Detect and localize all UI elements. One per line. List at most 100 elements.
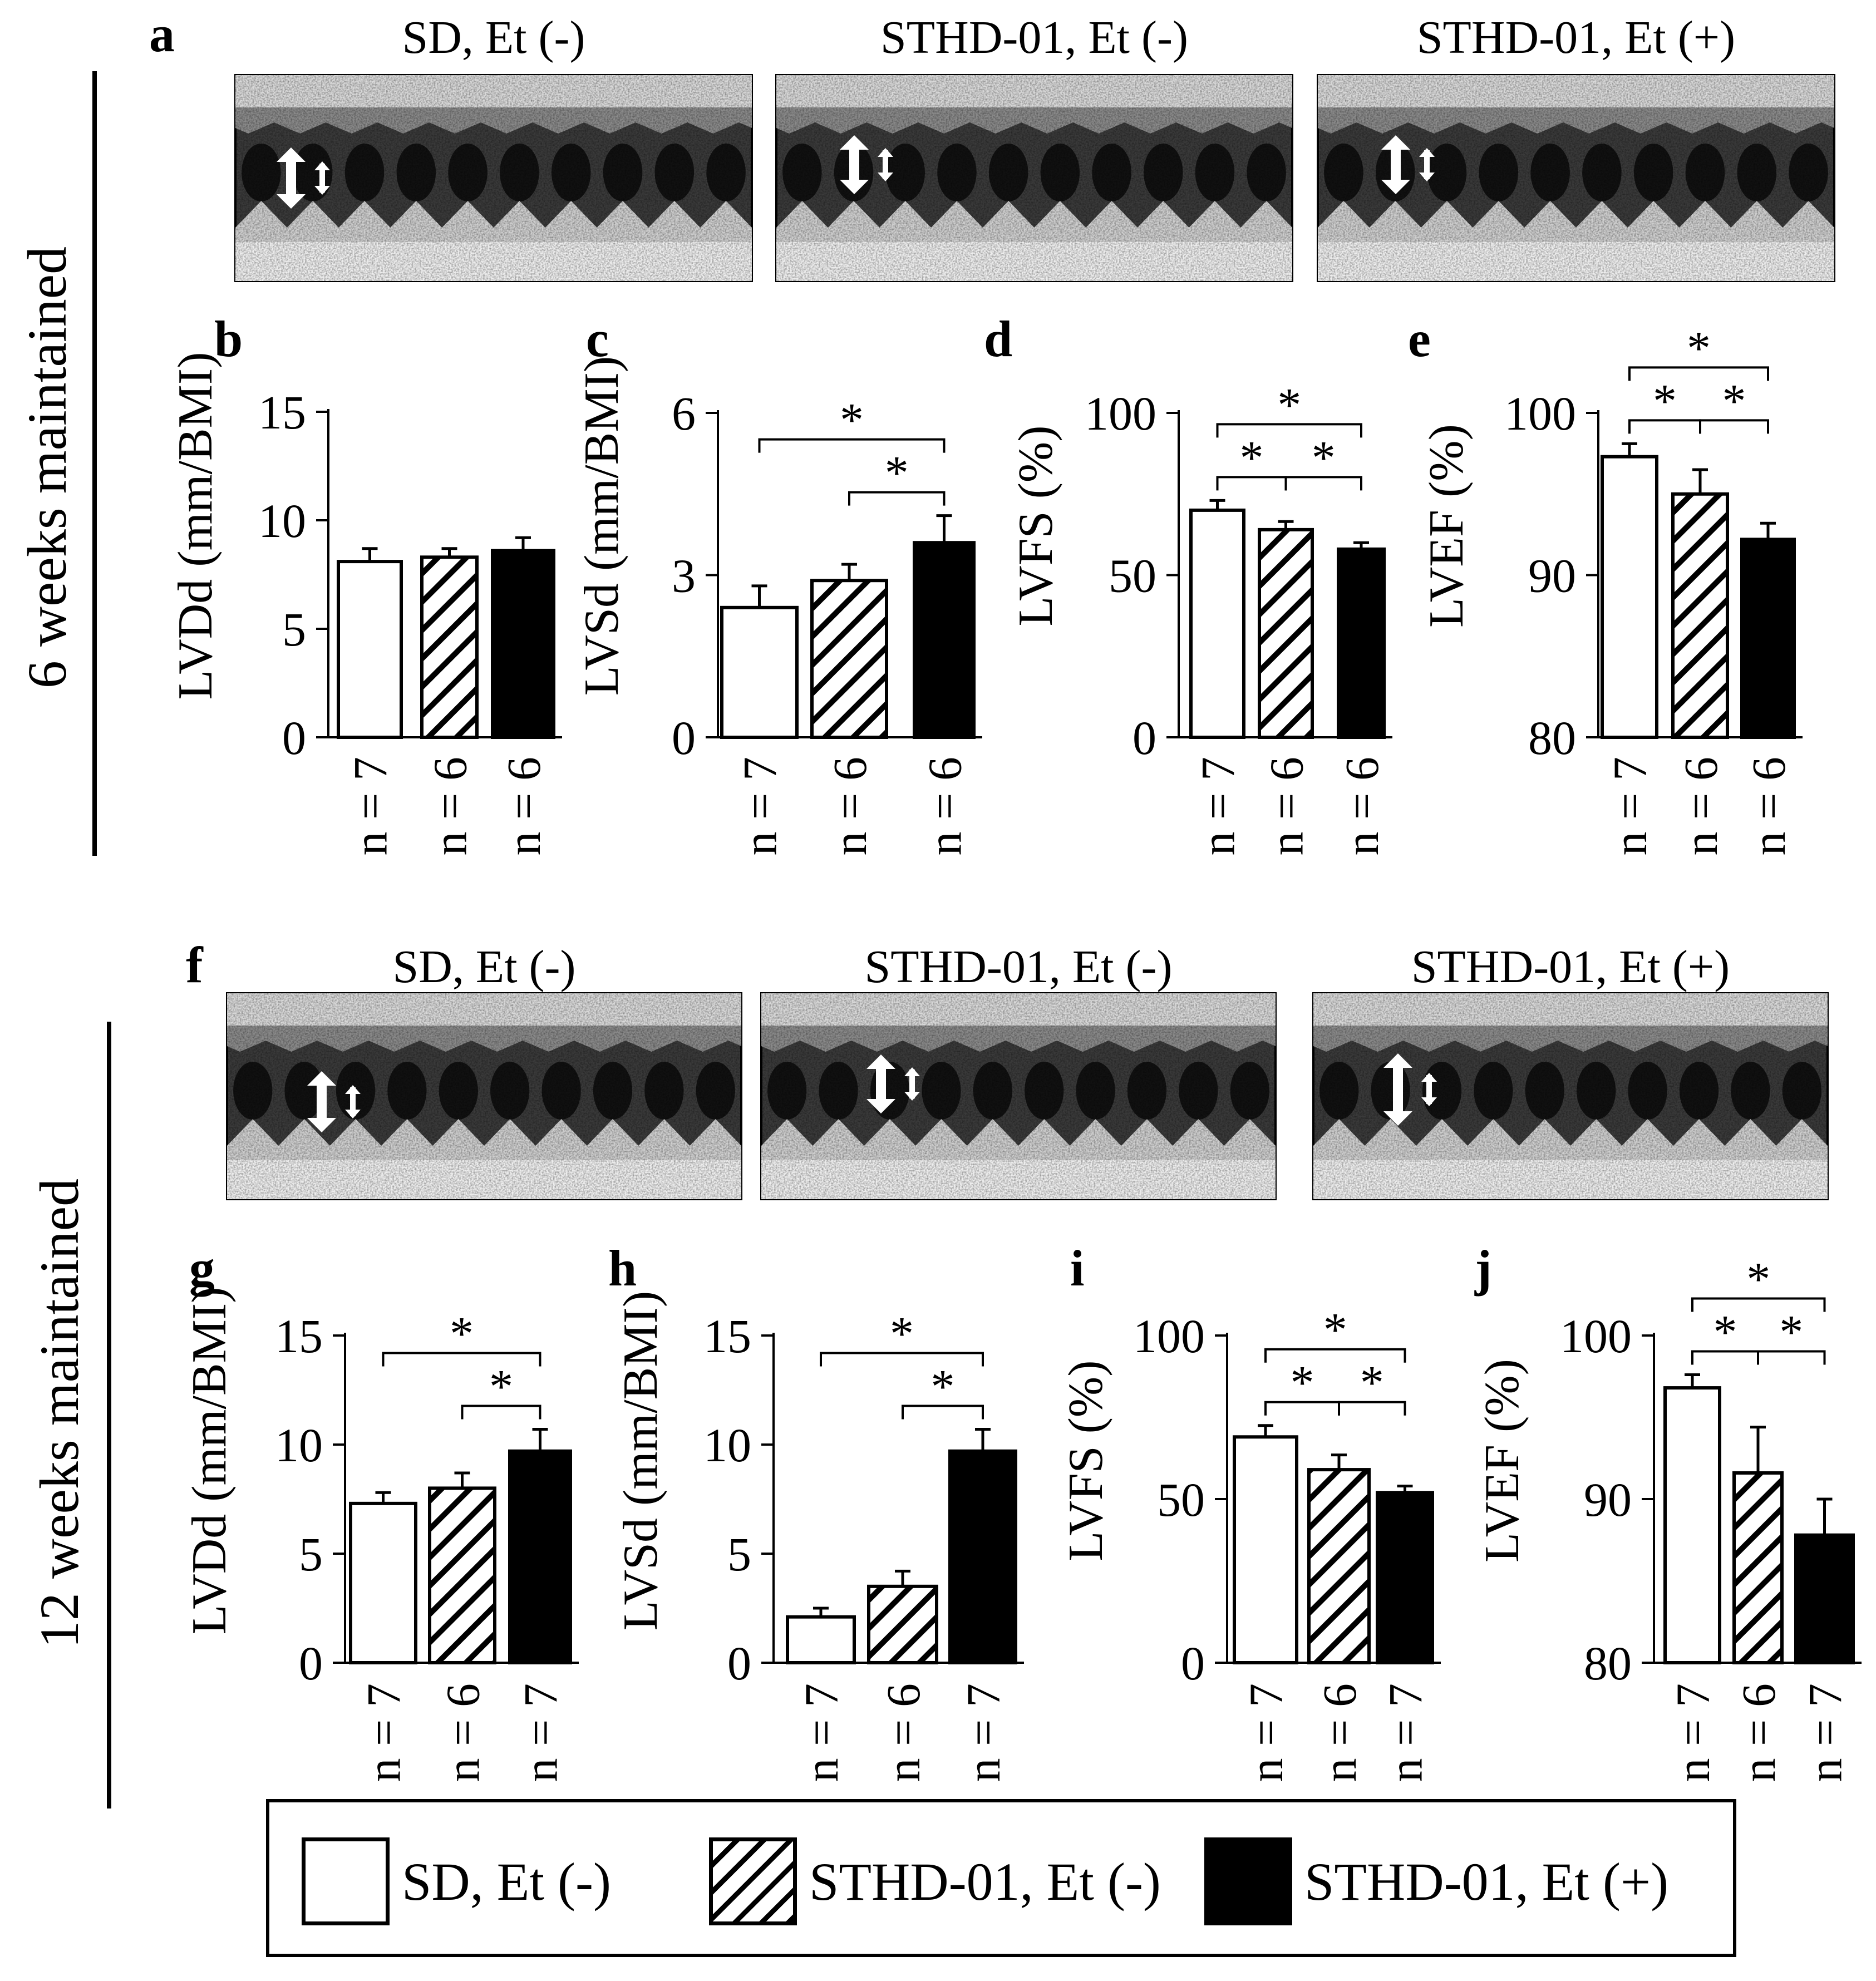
y-axis-label: LVSd (mm/BMI) (575, 356, 629, 696)
arrow-shaft-small (319, 164, 325, 193)
echo-title: STHD-01, Et (+) (1417, 12, 1735, 63)
bar (508, 1449, 572, 1664)
bar (720, 605, 799, 740)
arrow-head-down (866, 1099, 895, 1113)
significance-mark: * (890, 1307, 914, 1361)
arrow-shaft-small (1424, 150, 1430, 179)
y-tick-label: 0 (282, 711, 306, 765)
arrow-shaft (317, 1083, 327, 1120)
significance-mark: * (931, 1360, 955, 1413)
arrow-head-up (840, 135, 869, 150)
bar (428, 1486, 496, 1664)
n-label: n = 6 (1732, 1683, 1785, 1782)
y-tick-label: 50 (1109, 549, 1156, 603)
significance-mark: * (1713, 1305, 1737, 1359)
significance-mark: * (1687, 321, 1711, 374)
row-label-12w: 12 weeks maintained (28, 1179, 90, 1648)
n-label: n = 7 (1379, 1683, 1432, 1782)
arrow-head-up (277, 147, 306, 162)
bar (1663, 1386, 1721, 1665)
y-axis-label: LVSd (mm/BMI) (614, 1291, 668, 1630)
significance-bracket (848, 491, 946, 506)
n-label: n = 7 (1799, 1683, 1852, 1782)
significance-bracket (902, 1405, 984, 1420)
echo-speckle (235, 75, 752, 281)
arrow-head-up (307, 1071, 336, 1086)
significance-bracket (382, 1352, 541, 1367)
y-tick-label: 100 (1085, 387, 1156, 440)
y-tick-label: 15 (258, 386, 306, 439)
echo-image (1312, 992, 1829, 1200)
n-label: n = 7 (1603, 757, 1657, 856)
significance-mark: * (840, 393, 864, 447)
double-arrow-icon (1381, 135, 1435, 194)
y-tick-label: 5 (299, 1527, 323, 1581)
arrow-shaft (286, 160, 296, 196)
arrow-shaft (849, 147, 859, 182)
arrow-head-down (840, 180, 869, 194)
y-tick-label: 6 (672, 387, 696, 440)
arrow-shaft-small (909, 1070, 915, 1098)
bar (1307, 1468, 1371, 1665)
n-label: n = 7 (1666, 1683, 1720, 1782)
panel-letter: d (984, 311, 1012, 367)
panel-letter: j (1474, 1240, 1492, 1297)
significance-bracket (758, 438, 946, 453)
y-tick-label: 3 (672, 549, 696, 603)
y-tick-label: 90 (1528, 549, 1576, 603)
echo-row-f: SD, Et (-) STHD-01, Et (-) STHD-01, Et (+) (226, 941, 1829, 1200)
bar (1189, 508, 1245, 740)
y-axis-label: LVEF (%) (1475, 1359, 1529, 1563)
echo-speckle (1318, 75, 1834, 281)
y-tick-label: 0 (299, 1637, 323, 1690)
n-label: n = 6 (1313, 1683, 1366, 1782)
echo-image (226, 992, 742, 1200)
y-tick-label: 0 (1181, 1637, 1205, 1690)
n-label: n = 6 (918, 757, 972, 856)
n-label: n = 7 (733, 757, 787, 856)
legend-item-sd: SD, Et (-) (302, 1835, 611, 1928)
n-label: n = 6 (1742, 757, 1795, 856)
bar (786, 1615, 856, 1664)
n-label: n = 6 (436, 1683, 490, 1782)
double-arrow-icon (307, 1071, 361, 1132)
bar (1376, 1491, 1434, 1664)
bar (1740, 538, 1796, 739)
n-label: n = 6 (424, 757, 477, 856)
panel-letter: i (1070, 1240, 1085, 1297)
arrow-head-small-up (878, 148, 893, 157)
y-tick-label: 100 (1504, 387, 1576, 440)
panel-letter: e (1408, 311, 1431, 367)
echo-title: STHD-01, Et (+) (1411, 941, 1730, 993)
legend-label-sthd-et-neg: STHD-01, Et (-) (809, 1851, 1161, 1911)
arrow-head-down (1383, 1111, 1412, 1126)
bar (1337, 547, 1386, 739)
bar (948, 1449, 1017, 1664)
arrow-shaft-small (883, 150, 888, 179)
arrow-head-down (1381, 180, 1410, 194)
arrow-shaft (876, 1067, 886, 1101)
panel-letter-a: a (149, 6, 175, 62)
bar (913, 541, 976, 739)
bar (337, 560, 403, 739)
significance-mark: * (1653, 374, 1677, 427)
y-tick-label: 0 (727, 1637, 751, 1690)
y-tick-label: 100 (1133, 1309, 1205, 1363)
echo-row-a: SD, Et (-) STHD-01, Et (-) STHD-01, Et (+) (234, 12, 1835, 282)
significance-bracket (820, 1352, 984, 1367)
n-label: n = 7 (957, 1683, 1010, 1782)
echo-image (775, 74, 1293, 282)
legend-swatch-hatched (709, 1837, 797, 1925)
significance-bracket (1757, 1350, 1826, 1365)
bar (867, 1584, 938, 1665)
arrow-shaft-small (350, 1087, 356, 1116)
arrow-head-up (1381, 135, 1410, 150)
y-tick-label: 5 (727, 1527, 751, 1581)
arrow-head-up (1383, 1053, 1412, 1068)
